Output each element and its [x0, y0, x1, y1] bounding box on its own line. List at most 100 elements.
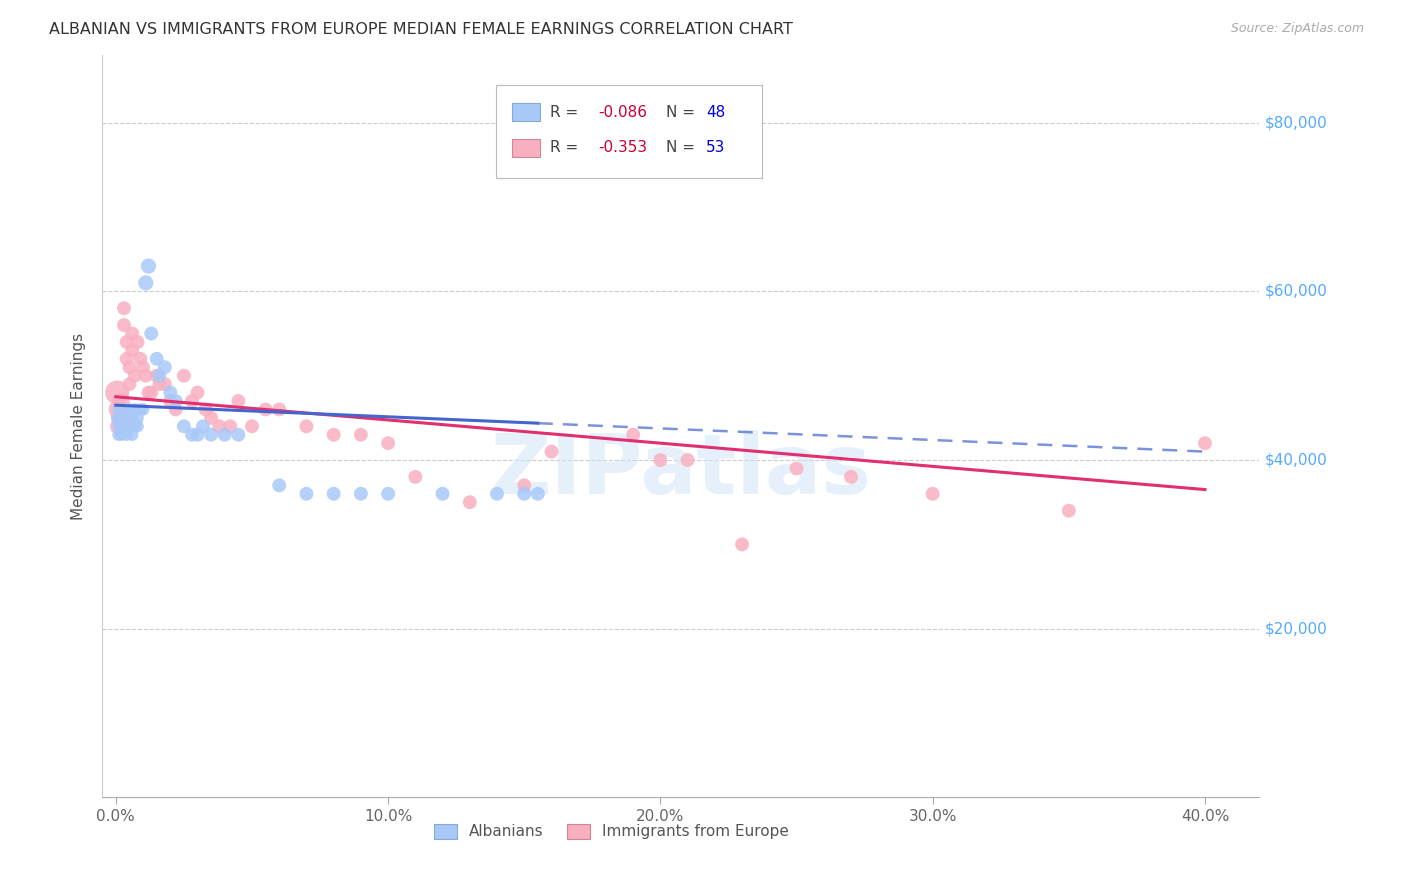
Text: 48: 48 [706, 104, 725, 120]
Point [186, 427, 208, 442]
Point [1057, 503, 1080, 517]
Point [650, 453, 672, 467]
Point [165, 402, 187, 417]
Point [181, 394, 204, 409]
Point [118, 377, 141, 392]
Point [107, 419, 129, 434]
Point [118, 419, 141, 434]
FancyBboxPatch shape [496, 85, 762, 178]
Point [148, 377, 170, 392]
Point [105, 385, 128, 400]
Point [153, 360, 176, 375]
Point [322, 427, 344, 442]
FancyBboxPatch shape [512, 103, 540, 121]
Point [208, 419, 231, 434]
Point [127, 419, 149, 434]
Point [214, 427, 236, 442]
Text: ZIPatlas: ZIPatlas [491, 430, 872, 511]
Point [921, 487, 943, 501]
Point [621, 427, 644, 442]
Point [458, 495, 481, 509]
Point [110, 410, 132, 425]
Point [786, 461, 808, 475]
Point [148, 368, 170, 383]
Point [129, 402, 152, 417]
Point [118, 402, 141, 417]
Point [219, 419, 242, 434]
FancyBboxPatch shape [512, 139, 540, 157]
Point [118, 360, 141, 375]
Point [112, 318, 135, 332]
Point [269, 478, 291, 492]
Point [107, 402, 129, 417]
Text: 53: 53 [706, 140, 725, 155]
Point [121, 427, 143, 442]
Point [228, 394, 250, 409]
Point [181, 427, 204, 442]
Point [135, 368, 157, 383]
Point [165, 394, 187, 409]
Point [121, 410, 143, 425]
Point [159, 394, 181, 409]
Point [124, 402, 146, 417]
Point [121, 343, 143, 358]
Point [145, 368, 167, 383]
Y-axis label: Median Female Earnings: Median Female Earnings [72, 333, 86, 520]
Point [138, 259, 160, 273]
Point [135, 276, 157, 290]
Point [115, 427, 138, 442]
Point [110, 427, 132, 442]
Text: -0.353: -0.353 [599, 140, 648, 155]
Point [107, 427, 129, 442]
Point [513, 487, 536, 501]
Point [240, 419, 263, 434]
Text: Source: ZipAtlas.com: Source: ZipAtlas.com [1230, 22, 1364, 36]
Point [513, 478, 536, 492]
Point [191, 419, 214, 434]
Point [132, 402, 155, 417]
Point [118, 410, 141, 425]
Point [110, 410, 132, 425]
Text: $60,000: $60,000 [1265, 284, 1329, 299]
Text: N =: N = [666, 140, 700, 155]
Point [105, 410, 128, 425]
Point [112, 419, 135, 434]
Text: -0.086: -0.086 [599, 104, 648, 120]
Point [132, 360, 155, 375]
Point [115, 419, 138, 434]
Point [1194, 436, 1216, 450]
Legend: Albanians, Immigrants from Europe: Albanians, Immigrants from Europe [427, 818, 794, 846]
Text: $20,000: $20,000 [1265, 621, 1327, 636]
Point [129, 351, 152, 366]
Point [112, 301, 135, 316]
Point [145, 351, 167, 366]
Point [115, 351, 138, 366]
Point [200, 427, 222, 442]
Point [110, 394, 132, 409]
Point [173, 368, 195, 383]
Text: N =: N = [666, 104, 700, 120]
Point [200, 410, 222, 425]
Point [485, 487, 508, 501]
Point [839, 470, 862, 484]
Point [731, 537, 754, 551]
Point [112, 402, 135, 417]
Point [676, 453, 699, 467]
Point [127, 410, 149, 425]
Point [112, 410, 135, 425]
Point [124, 368, 146, 383]
Point [295, 487, 318, 501]
Point [110, 419, 132, 434]
Point [350, 487, 373, 501]
Point [540, 444, 562, 458]
Point [527, 487, 550, 501]
Point [141, 385, 163, 400]
Point [350, 427, 373, 442]
Text: ALBANIAN VS IMMIGRANTS FROM EUROPE MEDIAN FEMALE EARNINGS CORRELATION CHART: ALBANIAN VS IMMIGRANTS FROM EUROPE MEDIA… [49, 22, 793, 37]
Point [322, 487, 344, 501]
Point [124, 419, 146, 434]
Point [377, 436, 399, 450]
Point [432, 487, 454, 501]
Point [194, 402, 217, 417]
Point [186, 385, 208, 400]
